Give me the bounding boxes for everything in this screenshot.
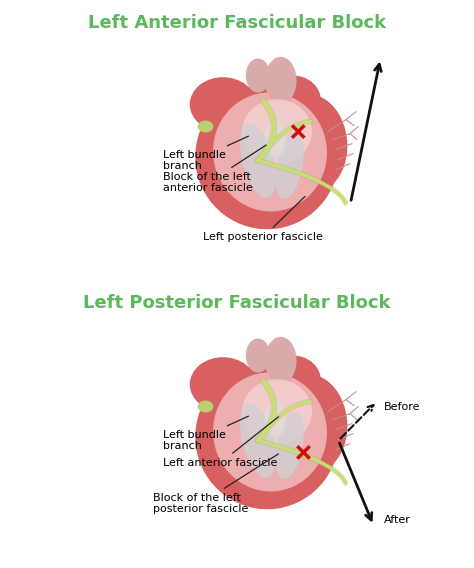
Ellipse shape [195,365,339,509]
Ellipse shape [198,400,213,412]
Text: Left Anterior Fascicular Block: Left Anterior Fascicular Block [88,14,386,32]
Ellipse shape [275,132,304,199]
Text: Before: Before [384,402,420,411]
Ellipse shape [242,379,312,444]
Ellipse shape [246,339,270,373]
Ellipse shape [190,357,256,412]
Text: Left bundle
branch: Left bundle branch [164,416,248,452]
Ellipse shape [265,120,286,157]
Ellipse shape [198,120,213,132]
Ellipse shape [190,77,256,132]
Ellipse shape [242,99,312,164]
Ellipse shape [273,94,347,193]
Ellipse shape [240,403,276,478]
Text: Left posterior fascicle: Left posterior fascicle [203,197,323,242]
Ellipse shape [246,59,270,93]
Text: Left Posterior Fascicular Block: Left Posterior Fascicular Block [83,294,391,312]
Text: Left bundle
branch: Left bundle branch [164,136,248,172]
Text: After: After [384,515,411,525]
Ellipse shape [265,57,297,105]
Ellipse shape [213,373,327,491]
Ellipse shape [273,374,347,473]
Text: Left anterior fascicle: Left anterior fascicle [164,417,279,467]
Ellipse shape [265,400,286,437]
Text: Block of the left
anterior fascicle: Block of the left anterior fascicle [164,145,266,193]
Text: Block of the left
posterior fascicle: Block of the left posterior fascicle [153,454,278,514]
Ellipse shape [240,123,276,198]
Ellipse shape [213,93,327,211]
Ellipse shape [195,85,339,229]
Ellipse shape [265,76,321,127]
Ellipse shape [265,356,321,407]
Ellipse shape [265,337,297,385]
Ellipse shape [275,412,304,479]
